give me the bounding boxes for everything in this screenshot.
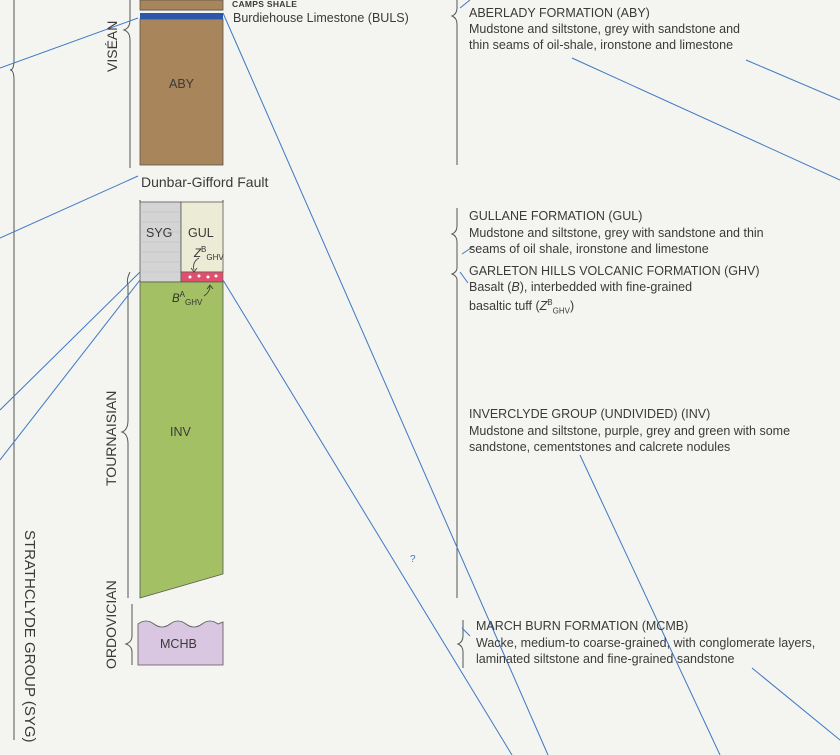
aby-block	[139, 18, 224, 166]
visean-bracket	[122, 0, 131, 168]
mchb-title: MARCH BURN FORMATION (MCMB)	[476, 619, 689, 633]
aby-line1: Mudstone and siltstone, grey with sandst…	[469, 22, 741, 36]
tuff-symbol: ZBGHV	[194, 245, 224, 263]
buls-band	[140, 13, 223, 19]
gul-block	[180, 201, 224, 273]
fault-label: Dunbar-Gifford Fault	[141, 174, 269, 190]
tournaisian-label: TOURNAISIAN	[103, 390, 119, 486]
mchb-code: MCHB	[160, 637, 197, 651]
desc-bracket-ghv	[450, 262, 458, 598]
desc-bracket-aby	[450, 0, 458, 165]
gul-line2: seams of oil shale, ironstone and limest…	[469, 242, 709, 256]
ghv-line2: basaltic tuff (ZBGHV)	[469, 298, 575, 316]
ghv-title: GARLETON HILLS VOLCANIC FORMATION (GHV)	[469, 264, 760, 278]
inv-block	[139, 281, 224, 599]
mchb-line1: Wacke, medium-to coarse-grained, with co…	[476, 636, 816, 650]
tournaisian-bracket	[120, 271, 131, 598]
basalt-symbol: BAGHV	[172, 290, 203, 308]
aby-title: ABERLADY FORMATION (ABY)	[469, 6, 650, 20]
inv-line2: sandstone, cementstones and calcrete nod…	[469, 440, 731, 454]
query-mark: ?	[410, 554, 416, 565]
ordovician-bracket	[124, 604, 133, 665]
syg-code: SYG	[146, 226, 173, 240]
gul-title: GULLANE FORMATION (GUL)	[469, 209, 643, 223]
inv-code: INV	[170, 425, 191, 439]
gul-line1: Mudstone and siltstone, grey with sandst…	[469, 226, 764, 240]
buls-label: Burdiehouse Limestone (BULS)	[233, 11, 409, 25]
aby-line2: thin seams of oil-shale, ironstone and l…	[469, 38, 734, 52]
desc-bracket-gul	[450, 208, 458, 262]
ordovician-label: ORDOVICIAN	[103, 580, 119, 669]
inv-title: INVERCLYDE GROUP (UNDIVIDED) (INV)	[469, 407, 711, 421]
camps-shale-label: CAMPS SHALE	[232, 0, 298, 9]
visean-label: VISÉAN	[104, 20, 120, 72]
ghv-line1: Basalt (B), interbedded with fine-graine…	[469, 280, 693, 294]
mchb-line2: laminated siltstone and fine-grained san…	[476, 652, 735, 666]
desc-bracket-mchb	[456, 620, 464, 668]
strathclyde-group-label: STRATHCLYDE GROUP (SYG)	[21, 530, 38, 743]
left-margin-bracket	[9, 0, 15, 740]
mchb-block	[137, 620, 224, 666]
gul-code: GUL	[188, 226, 214, 240]
inv-line1: Mudstone and siltstone, purple, grey and…	[469, 424, 791, 438]
aby-code: ABY	[169, 77, 195, 91]
